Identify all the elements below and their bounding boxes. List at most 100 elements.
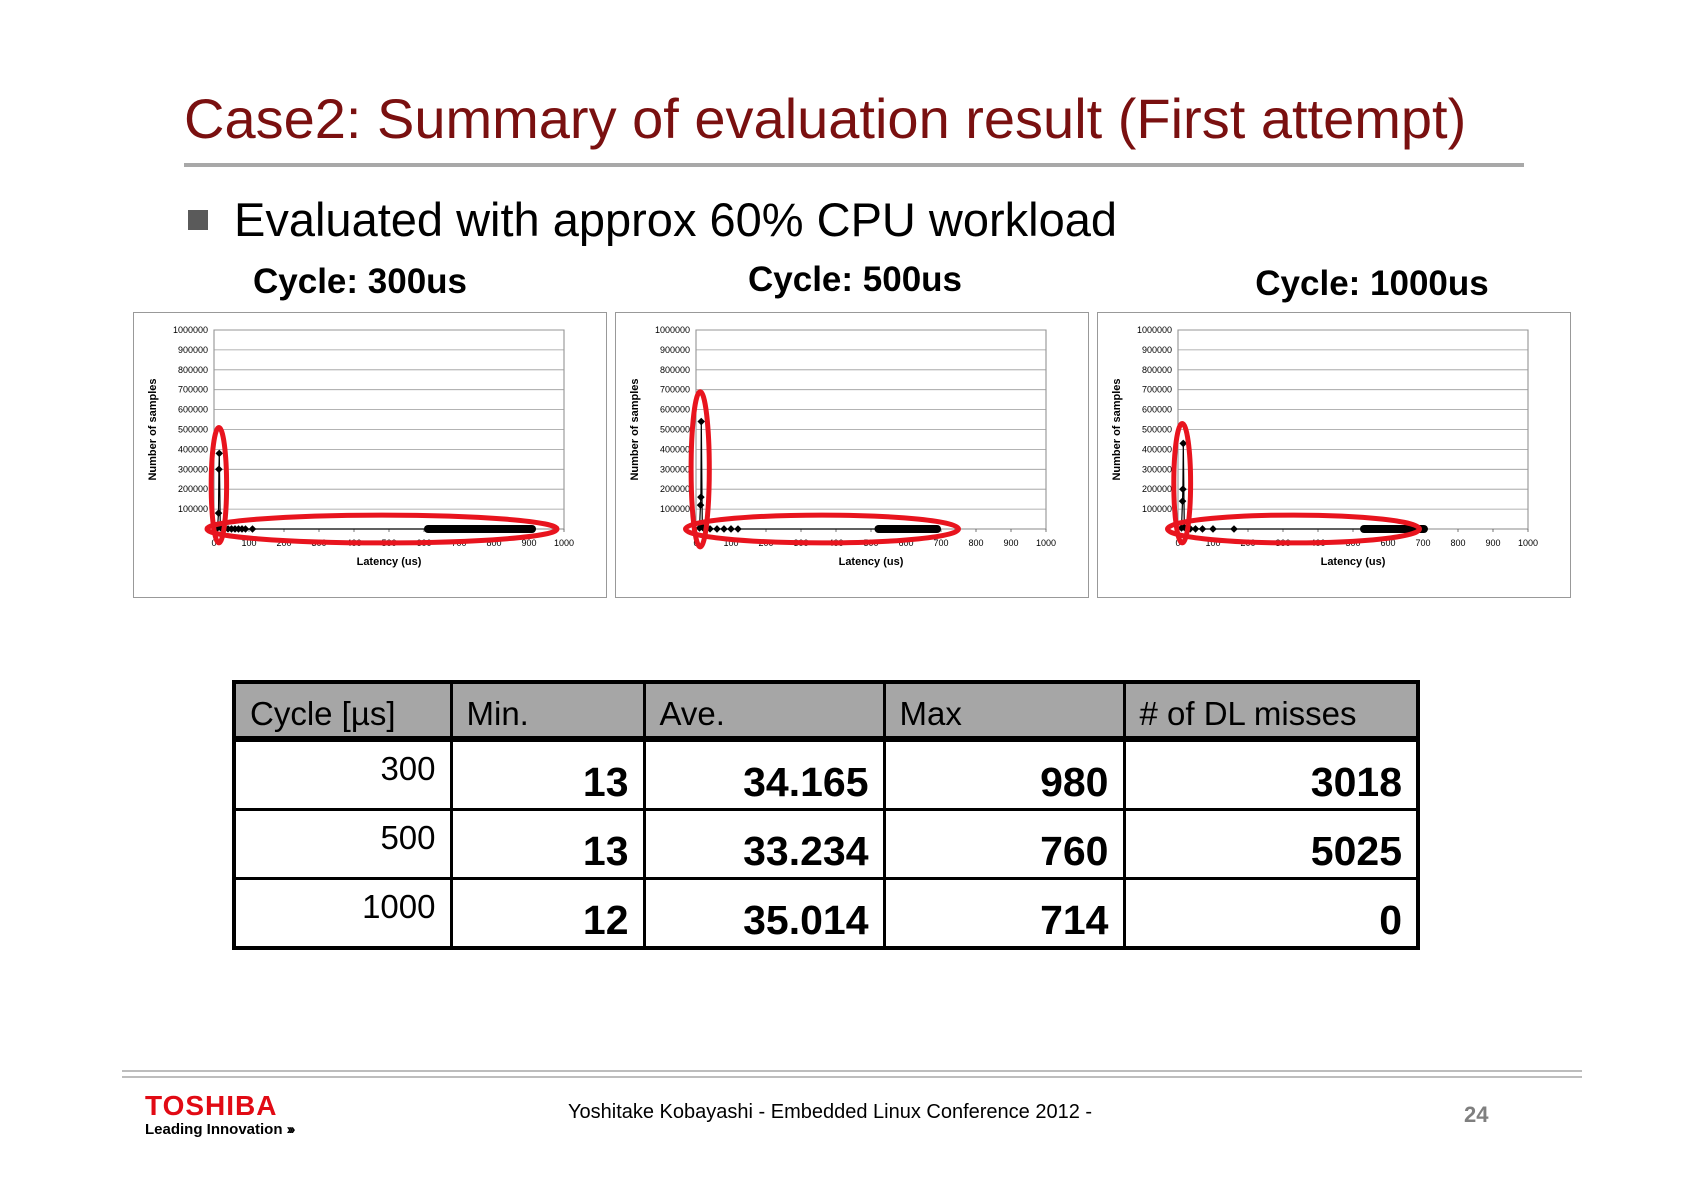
y-tick-label: 900000 xyxy=(660,345,690,355)
data-band xyxy=(874,525,941,533)
header-min: Min. xyxy=(449,680,646,741)
y-tick-label: 200000 xyxy=(1142,484,1172,494)
y-tick-label: 300000 xyxy=(1142,464,1172,474)
header-max: Max xyxy=(882,680,1126,741)
x-tick-label: 700 xyxy=(933,538,948,548)
header-cycle: Cycle [µs] xyxy=(232,680,453,741)
data-point xyxy=(696,501,705,509)
chart-300: 1000000 900000 800000 700000 600000 500000 400… xyxy=(133,312,607,598)
title-divider xyxy=(184,163,1524,167)
y-tick-label: 1000000 xyxy=(1137,325,1172,335)
x-tick-label: 1000 xyxy=(1036,538,1056,548)
header-dl-misses: # of DL misses xyxy=(1122,680,1420,741)
table-header-row: Cycle [µs] Min. Ave. Max # of DL misses xyxy=(232,680,1420,741)
y-tick-label: 400000 xyxy=(178,444,208,454)
highlight-ellipse-horizontal xyxy=(1165,512,1422,546)
cell-ave: 34.165 xyxy=(642,737,886,811)
y-tick-label: 900000 xyxy=(178,345,208,355)
x-tick-label: 100 xyxy=(241,538,256,548)
page-number: 24 xyxy=(1464,1102,1489,1127)
cell-dl-misses: 0 xyxy=(1122,877,1420,950)
y-tick-label: 500000 xyxy=(178,425,208,435)
brand-tagline: Leading Innovation ››› xyxy=(145,1121,296,1138)
table-row: 500 13 33.234 760 5025 xyxy=(232,808,1420,880)
cell-dl-misses: 3018 xyxy=(1122,737,1420,811)
data-point xyxy=(1209,525,1217,533)
highlight-ellipse-horizontal xyxy=(683,512,961,546)
y-tick-label: 700000 xyxy=(660,385,690,395)
x-tick-label: 800 xyxy=(486,538,501,548)
header-ave: Ave. xyxy=(642,680,886,741)
y-axis-label: Number of samples xyxy=(1111,378,1123,480)
x-axis-label: Latency (us) xyxy=(357,556,422,568)
y-tick-label: 800000 xyxy=(660,365,690,375)
cell-cycle: 500 xyxy=(232,808,453,880)
y-axis-label: Number of samples xyxy=(629,378,641,480)
y-tick-label: 200000 xyxy=(660,484,690,494)
y-tick-label: 600000 xyxy=(660,405,690,415)
y-tick-label: 300000 xyxy=(178,464,208,474)
y-tick-label: 700000 xyxy=(178,385,208,395)
slide-title: Case2: Summary of evaluation result (Fir… xyxy=(184,87,1467,150)
data-point xyxy=(720,525,728,533)
data-point xyxy=(1178,497,1187,505)
y-tick-label: 500000 xyxy=(1142,425,1172,435)
table-row: 1000 12 35.014 714 0 xyxy=(232,877,1420,950)
chart-300-svg: 1000000900000800000700000600000500000400… xyxy=(147,325,574,568)
x-tick-label: 700 xyxy=(1415,538,1430,548)
cell-dl-misses: 5025 xyxy=(1122,808,1420,880)
x-tick-label: 600 xyxy=(1380,538,1395,548)
chart-title-500: Cycle: 500us xyxy=(747,260,963,299)
chart-title-300: Cycle: 300us xyxy=(252,262,468,301)
data-point xyxy=(727,525,735,533)
data-point xyxy=(1191,525,1200,533)
cell-ave: 33.234 xyxy=(642,808,886,880)
cell-max: 714 xyxy=(882,877,1126,950)
cell-max: 980 xyxy=(882,737,1126,811)
x-tick-label: 0 xyxy=(1175,538,1180,548)
y-tick-label: 100000 xyxy=(1142,504,1172,514)
chart-500-svg: 1000000 900000 800000 700000 600000 500000 400… xyxy=(629,325,1056,568)
chart-1000-svg: 1000000900000800000700000600000500000400… xyxy=(1111,325,1538,568)
x-tick-label: 800 xyxy=(1450,538,1465,548)
footer-text: Yoshitake Kobayashi - Embedded Linux Con… xyxy=(568,1101,1093,1123)
data-band xyxy=(424,525,536,533)
y-axis-label: Number of samples xyxy=(147,378,159,480)
data-point xyxy=(214,509,223,517)
cell-max: 760 xyxy=(882,808,1126,880)
x-axis-label: Latency (us) xyxy=(839,556,904,568)
x-tick-label: 0 xyxy=(211,538,216,548)
y-tick-label: 900000 xyxy=(1142,345,1172,355)
y-tick-label: 200000 xyxy=(178,484,208,494)
cell-cycle: 1000 xyxy=(232,877,453,950)
highlight-ellipse-vertical xyxy=(1171,421,1194,546)
data-point xyxy=(1230,525,1238,533)
bullet-item: Evaluated with approx 60% CPU workload xyxy=(188,192,1117,247)
chart-500: 1000000 900000 800000 700000 600000 500000 400… xyxy=(615,312,1089,598)
cell-cycle: 300 xyxy=(232,737,453,811)
footer-divider xyxy=(122,1070,1582,1072)
x-axis-label: Latency (us) xyxy=(1321,556,1386,568)
data-point xyxy=(1186,525,1195,533)
bullet-square-icon xyxy=(188,209,208,230)
tagline-text: Leading Innovation xyxy=(145,1121,283,1138)
y-tick-label: 500000 xyxy=(660,425,690,435)
data-point xyxy=(215,449,224,458)
x-tick-label: 900 xyxy=(521,538,536,548)
cell-min: 13 xyxy=(449,808,646,880)
data-band xyxy=(1360,525,1428,533)
x-tick-label: 800 xyxy=(968,538,983,548)
data-point xyxy=(215,465,223,474)
toshiba-logo: TOSHIBA xyxy=(145,1090,278,1121)
y-tick-label: 300000 xyxy=(660,464,690,474)
x-tick-label: 900 xyxy=(1485,538,1500,548)
chart-title-1000: Cycle: 1000us xyxy=(1255,264,1489,303)
x-tick-label: 900 xyxy=(1003,538,1018,548)
y-tick-label: 1000000 xyxy=(173,325,208,335)
data-point xyxy=(1179,485,1187,493)
cell-ave: 35.014 xyxy=(642,877,886,950)
x-tick-label: 100 xyxy=(723,538,738,548)
results-table: Cycle [µs] Min. Ave. Max # of DL misses … xyxy=(232,680,1420,950)
highlight-ellipse-horizontal xyxy=(204,512,560,546)
y-tick-label: 100000 xyxy=(178,504,208,514)
